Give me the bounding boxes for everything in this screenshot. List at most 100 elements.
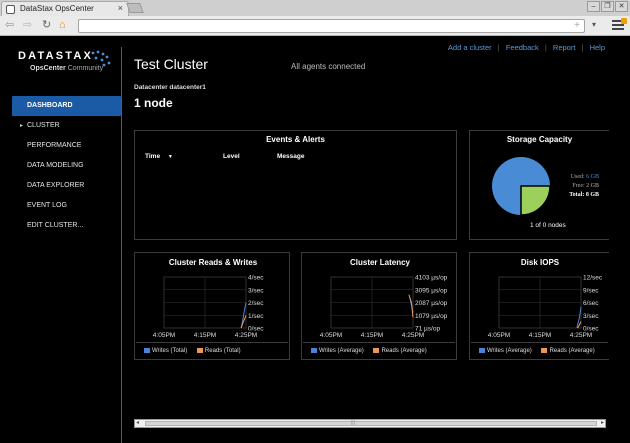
legend-item[interactable]: Reads (Average)	[549, 348, 595, 354]
chart-title: Disk IOPS	[521, 258, 560, 267]
dropdown-icon[interactable]: ▾	[592, 20, 597, 29]
close-tab-icon[interactable]: ×	[117, 3, 123, 13]
reads-writes-chart: Cluster Reads & Writes 4/sec 3/sec 2/sec 1/s…	[153, 258, 264, 339]
y-tick-label: 71 µs/op	[415, 326, 440, 333]
storage-total: Total: 8 GB	[569, 192, 599, 198]
storage-used: Used: 6 GB	[570, 174, 599, 180]
chart-title: Cluster Reads & Writes	[169, 258, 258, 267]
scrollbar-thumb[interactable]	[145, 421, 597, 426]
forward-arrow-icon[interactable]: ⇨	[23, 19, 33, 31]
sidebar-item-label: EDIT CLUSTER...	[27, 222, 84, 229]
x-tick-label: 4:05PM	[153, 332, 175, 339]
y-tick-label: 2087 µs/op	[415, 300, 448, 307]
legend-item[interactable]: Writes (Total)	[152, 348, 188, 354]
x-tick-label: 4:25PM	[570, 332, 592, 339]
series-line	[408, 294, 414, 318]
column-header-time[interactable]: Time ▼	[145, 153, 173, 160]
pie-slice-free	[520, 185, 551, 216]
x-tick-label: 4:25PM	[235, 332, 257, 339]
chart-legend: Writes (Total) Reads (Total)	[136, 342, 288, 358]
sidebar-item-event-log[interactable]: EVENT LOG	[12, 196, 121, 216]
help-link[interactable]: Help	[589, 43, 605, 52]
y-tick-label: 2/sec	[248, 300, 264, 307]
close-window-icon[interactable]: ✕	[615, 1, 628, 12]
sidebar-item-edit-cluster[interactable]: EDIT CLUSTER...	[12, 216, 121, 236]
address-bar[interactable]: +	[78, 19, 585, 33]
x-tick-label: 4:15PM	[529, 332, 551, 339]
sidebar-item-label: CLUSTER	[27, 122, 60, 129]
y-tick-label: 0/sec	[248, 326, 264, 333]
horizontal-scrollbar[interactable]: ◂ ||| ▸	[134, 419, 606, 428]
chart-title: Cluster Latency	[350, 258, 411, 267]
series-line	[240, 315, 247, 329]
column-header-level[interactable]: Level	[223, 153, 240, 160]
latency-chart: Cluster Latency 4103 µs/op 3095 µs/op 2087 …	[320, 258, 448, 339]
node-count: 1 node	[134, 96, 173, 110]
feedback-link[interactable]: Feedback	[505, 43, 539, 52]
disk-iops-chart: Disk IOPS 12/sec 9/sec 6/sec 3/sec 0/sec 4:05P…	[488, 258, 603, 339]
tab-title: DataStax OpsCenter	[20, 4, 94, 13]
logo-subtitle: OpsCenter Community	[30, 65, 104, 72]
series-line	[576, 306, 582, 329]
add-cluster-link[interactable]: Add a cluster	[447, 43, 492, 52]
disk-iops-panel: Disk IOPS 12/sec 9/sec 6/sec 3/sec 0/sec 4:05P…	[469, 252, 609, 360]
y-tick-label: 12/sec	[583, 275, 603, 282]
column-header-message[interactable]: Message	[277, 153, 305, 160]
sort-desc-icon: ▼	[167, 154, 173, 160]
storage-free: Free: 2 GB	[572, 183, 599, 189]
reads-writes-panel: Cluster Reads & Writes 4/sec 3/sec 2/sec 1/s…	[134, 252, 290, 360]
legend-item[interactable]: Reads (Total)	[204, 348, 241, 354]
sidebar: DATASTAX OpsCenter Community DASHBOARD ▸ C…	[0, 37, 121, 443]
y-tick-label: 1079 µs/op	[415, 313, 448, 320]
agents-status: All agents connected	[291, 62, 366, 71]
x-tick-label: 4:15PM	[361, 332, 383, 339]
sidebar-item-dashboard[interactable]: DASHBOARD	[12, 96, 121, 116]
events-alerts-panel: Events & Alerts Time ▼ Level Message	[134, 130, 457, 240]
browser-menu-icon[interactable]	[612, 18, 627, 31]
events-title: Events & Alerts	[266, 135, 325, 144]
minimize-icon[interactable]: –	[587, 1, 600, 12]
logo-dots-icon	[91, 50, 111, 67]
scroll-right-icon[interactable]: ▸	[600, 420, 604, 426]
y-tick-label: 1/sec	[248, 313, 264, 320]
sidebar-item-label: DATA EXPLORER	[27, 182, 85, 189]
y-tick-label: 4103 µs/op	[415, 275, 448, 282]
sidebar-item-label: PERFORMANCE	[27, 142, 82, 149]
reload-icon[interactable]: ↻	[42, 19, 52, 31]
window-controls: – ❐ ✕	[587, 1, 628, 12]
legend-item[interactable]: Reads (Average)	[381, 348, 427, 354]
sidebar-item-performance[interactable]: PERFORMANCE	[12, 136, 121, 156]
legend-item[interactable]: Writes (Average)	[487, 348, 532, 354]
sidebar-item-data-modeling[interactable]: DATA MODELING	[12, 156, 121, 176]
sidebar-item-cluster[interactable]: ▸ CLUSTER	[12, 116, 121, 136]
sidebar-item-data-explorer[interactable]: DATA EXPLORER	[12, 176, 121, 196]
report-link[interactable]: Report	[552, 43, 576, 52]
legend-swatch	[144, 348, 150, 353]
browser-tab[interactable]: DataStax OpsCenter ×	[1, 1, 129, 16]
new-tab-button[interactable]	[126, 3, 144, 13]
y-tick-label: 9/sec	[583, 287, 599, 294]
page-favicon-icon	[6, 5, 15, 14]
legend-swatch	[311, 348, 317, 353]
home-icon[interactable]: ⌂	[59, 19, 66, 31]
browser-tab-strip: DataStax OpsCenter × – ❐ ✕	[0, 0, 630, 16]
x-tick-label: 4:25PM	[402, 332, 424, 339]
bookmark-star-icon[interactable]: +	[574, 20, 580, 31]
back-arrow-icon[interactable]: ⇦	[5, 19, 15, 31]
x-tick-label: 4:05PM	[320, 332, 342, 339]
chart-legend: Writes (Average) Reads (Average)	[303, 342, 455, 358]
datacenter-label: Datacenter datacenter1	[134, 84, 206, 91]
restore-icon[interactable]: ❐	[601, 1, 614, 12]
page-title: Test Cluster	[134, 56, 208, 72]
sidebar-item-label: EVENT LOG	[27, 202, 67, 209]
sidebar-item-label: DATA MODELING	[27, 162, 84, 169]
x-tick-label: 4:15PM	[194, 332, 216, 339]
scroll-left-icon[interactable]: ◂	[136, 420, 140, 426]
chart-legend: Writes (Average) Reads (Average)	[471, 342, 608, 358]
logo-wordmark: DATASTAX	[18, 50, 94, 62]
storage-capacity-panel: Storage Capacity Used: 6 GB Free: 2 GB T…	[469, 130, 609, 240]
legend-item[interactable]: Writes (Average)	[319, 348, 364, 354]
series-line	[240, 302, 247, 329]
opscenter-app: DATASTAX OpsCenter Community DASHBOARD ▸ C…	[0, 37, 630, 443]
y-tick-label: 4/sec	[248, 275, 264, 282]
